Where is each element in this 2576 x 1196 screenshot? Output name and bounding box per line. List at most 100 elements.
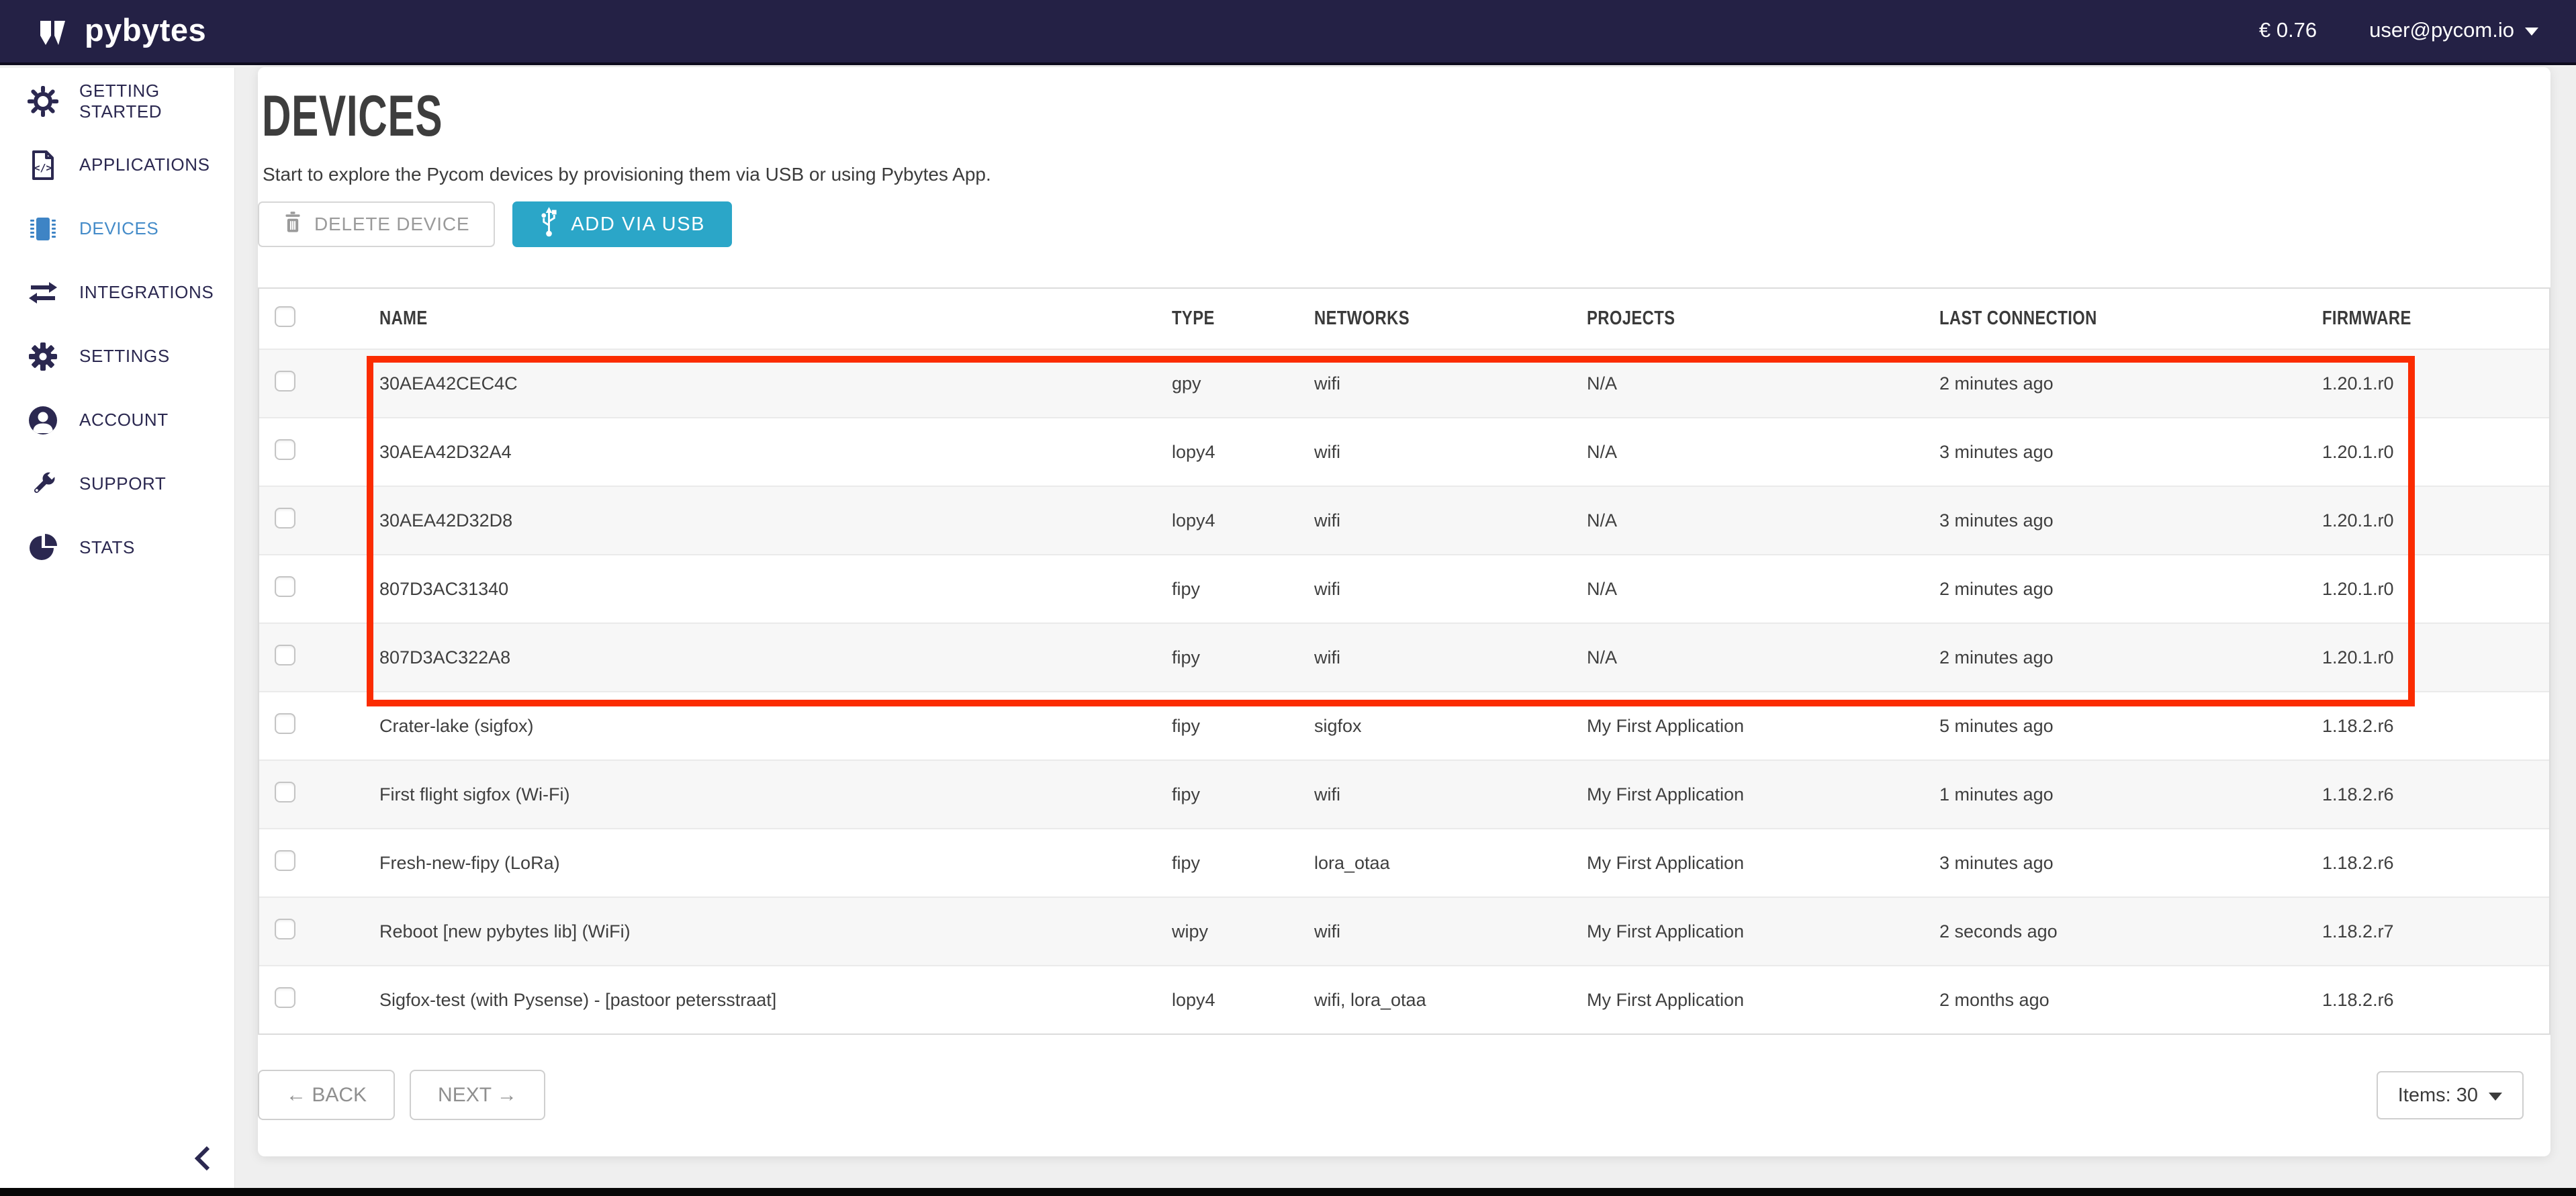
devices-table: NAME TYPE NETWORKS PROJECTS LAST CONNECT… [258,287,2550,1035]
sidebar-item-label: SUPPORT [79,473,167,494]
device-networks-cell: lora_otaa [1314,852,1390,873]
account-balance: € 0.76 [2258,17,2317,42]
main-content: DEVICES Start to explore the Pycom devic… [258,67,2550,1156]
device-projects-cell: N/A [1587,373,1618,394]
device-networks-cell: wifi [1314,510,1340,531]
table-header-row: NAME TYPE NETWORKS PROJECTS LAST CONNECT… [259,289,2549,349]
row-checkbox[interactable] [275,713,295,734]
device-type-cell: fipy [1172,784,1201,804]
sidebar-item-label: DEVICES [79,218,159,238]
page-title: DEVICES [262,84,443,148]
logo-text: pybytes [85,12,207,48]
user-email: user@pycom.io [2369,17,2514,42]
user-menu[interactable]: user@pycom.io [2369,18,2538,42]
device-name-cell: Crater-lake (sigfox) [379,715,534,736]
row-checkbox[interactable] [275,782,295,802]
select-all-checkbox[interactable] [275,306,295,327]
table-row[interactable]: 30AEA42CEC4C gpy wifi N/A 2 minutes ago … [259,349,2549,417]
table-row[interactable]: 30AEA42D32A4 lopy4 wifi N/A 3 minutes ag… [259,417,2549,486]
device-type-cell: fipy [1172,852,1201,873]
sidebar-item-label: INTEGRATIONS [79,282,214,302]
row-checkbox[interactable] [275,576,295,597]
pycom-logo-icon [39,15,71,45]
sidebar-item-applications[interactable]: </> APPLICATIONS [0,133,234,197]
device-networks-cell: wifi [1314,647,1340,668]
sidebar-item-support[interactable]: SUPPORT [0,452,234,516]
table-row[interactable]: 30AEA42D32D8 lopy4 wifi N/A 3 minutes ag… [259,486,2549,554]
sidebar-collapse-button[interactable] [187,1142,219,1177]
topbar: pybytes € 0.76 user@pycom.io [0,0,2576,65]
caret-down-icon [2489,1093,2502,1101]
column-header-firmware: FIRMWARE [2322,308,2411,329]
items-per-page-dropdown[interactable]: Items: 30 [2376,1071,2524,1119]
device-last-connection-cell: 3 minutes ago [1939,441,2054,462]
column-header-projects: PROJECTS [1587,308,1675,329]
usb-icon [539,206,559,242]
table-row[interactable]: 807D3AC322A8 fipy wifi N/A 2 minutes ago… [259,623,2549,691]
device-last-connection-cell: 2 minutes ago [1939,578,2054,599]
table-row[interactable]: Reboot [new pybytes lib] (WiFi) wipy wif… [259,896,2549,965]
sidebar-item-settings[interactable]: SETTINGS [0,324,234,388]
device-name-cell: 807D3AC322A8 [379,647,511,668]
sidebar-item-account[interactable]: ACCOUNT [0,388,234,452]
items-per-page-label: Items: 30 [2397,1084,2478,1106]
device-type-cell: lopy4 [1172,510,1215,531]
table-row[interactable]: First flight sigfox (Wi-Fi) fipy wifi My… [259,760,2549,828]
device-last-connection-cell: 5 minutes ago [1939,715,2054,736]
device-projects-cell: My First Application [1587,715,1745,736]
device-name-cell: Sigfox-test (with Pysense) - [pastoor pe… [379,989,777,1010]
chip-icon [27,214,59,244]
device-networks-cell: wifi [1314,578,1340,599]
device-projects-cell: N/A [1587,578,1618,599]
logo-link[interactable]: pybytes [39,11,206,48]
row-checkbox[interactable] [275,987,295,1008]
row-checkbox[interactable] [275,439,295,460]
device-type-cell: lopy4 [1172,441,1215,462]
column-header-last-connection: LAST CONNECTION [1939,308,2097,329]
table-row[interactable]: 807D3AC31340 fipy wifi N/A 2 minutes ago… [259,554,2549,623]
sidebar-item-integrations[interactable]: INTEGRATIONS [0,261,234,324]
next-button[interactable]: NEXT → [410,1070,545,1120]
device-last-connection-cell: 3 minutes ago [1939,852,2054,873]
row-checkbox[interactable] [275,919,295,939]
bottom-edge-bar [0,1188,2576,1196]
device-name-cell: Reboot [new pybytes lib] (WiFi) [379,921,631,941]
sidebar-item-devices[interactable]: DEVICES [0,197,234,261]
device-projects-cell: N/A [1587,647,1618,668]
device-last-connection-cell: 2 minutes ago [1939,647,2054,668]
device-type-cell: wipy [1172,921,1209,941]
device-networks-cell: wifi [1314,441,1340,462]
delete-device-button[interactable]: DELETE DEVICE [258,201,496,247]
row-checkbox[interactable] [275,645,295,665]
table-row[interactable]: Sigfox-test (with Pysense) - [pastoor pe… [259,965,2549,1033]
device-networks-cell: wifi [1314,373,1340,394]
code-file-icon: </> [27,150,59,181]
back-button[interactable]: ← BACK [258,1070,396,1120]
device-firmware-cell: 1.20.1.r0 [2322,373,2394,394]
device-firmware-cell: 1.20.1.r0 [2322,578,2394,599]
device-firmware-cell: 1.18.2.r6 [2322,989,2394,1010]
add-via-usb-label: ADD VIA USB [571,213,706,235]
gear-icon [27,341,59,372]
row-checkbox[interactable] [275,508,295,528]
device-name-cell: 30AEA42D32D8 [379,510,513,531]
sidebar-item-stats[interactable]: STATS [0,516,234,580]
device-type-cell: fipy [1172,715,1201,736]
device-networks-cell: wifi [1314,784,1340,804]
device-projects-cell: N/A [1587,510,1618,531]
table-row[interactable]: Fresh-new-fipy (LoRa) fipy lora_otaa My … [259,828,2549,896]
trash-icon [283,211,302,238]
table-row[interactable]: Crater-lake (sigfox) fipy sigfox My Firs… [259,691,2549,760]
sidebar-item-label: STATS [79,537,135,557]
row-checkbox[interactable] [275,371,295,392]
device-networks-cell: wifi [1314,921,1340,941]
sidebar-item-getting-started[interactable]: GETTING STARTED [0,69,234,133]
row-checkbox[interactable] [275,850,295,871]
device-last-connection-cell: 1 minutes ago [1939,784,2054,804]
device-last-connection-cell: 2 months ago [1939,989,2050,1010]
sidebar-item-label: SETTINGS [79,346,170,366]
add-via-usb-button[interactable]: ADD VIA USB [512,201,733,247]
device-last-connection-cell: 2 seconds ago [1939,921,2058,941]
device-projects-cell: My First Application [1587,784,1745,804]
sun-icon [27,85,59,117]
